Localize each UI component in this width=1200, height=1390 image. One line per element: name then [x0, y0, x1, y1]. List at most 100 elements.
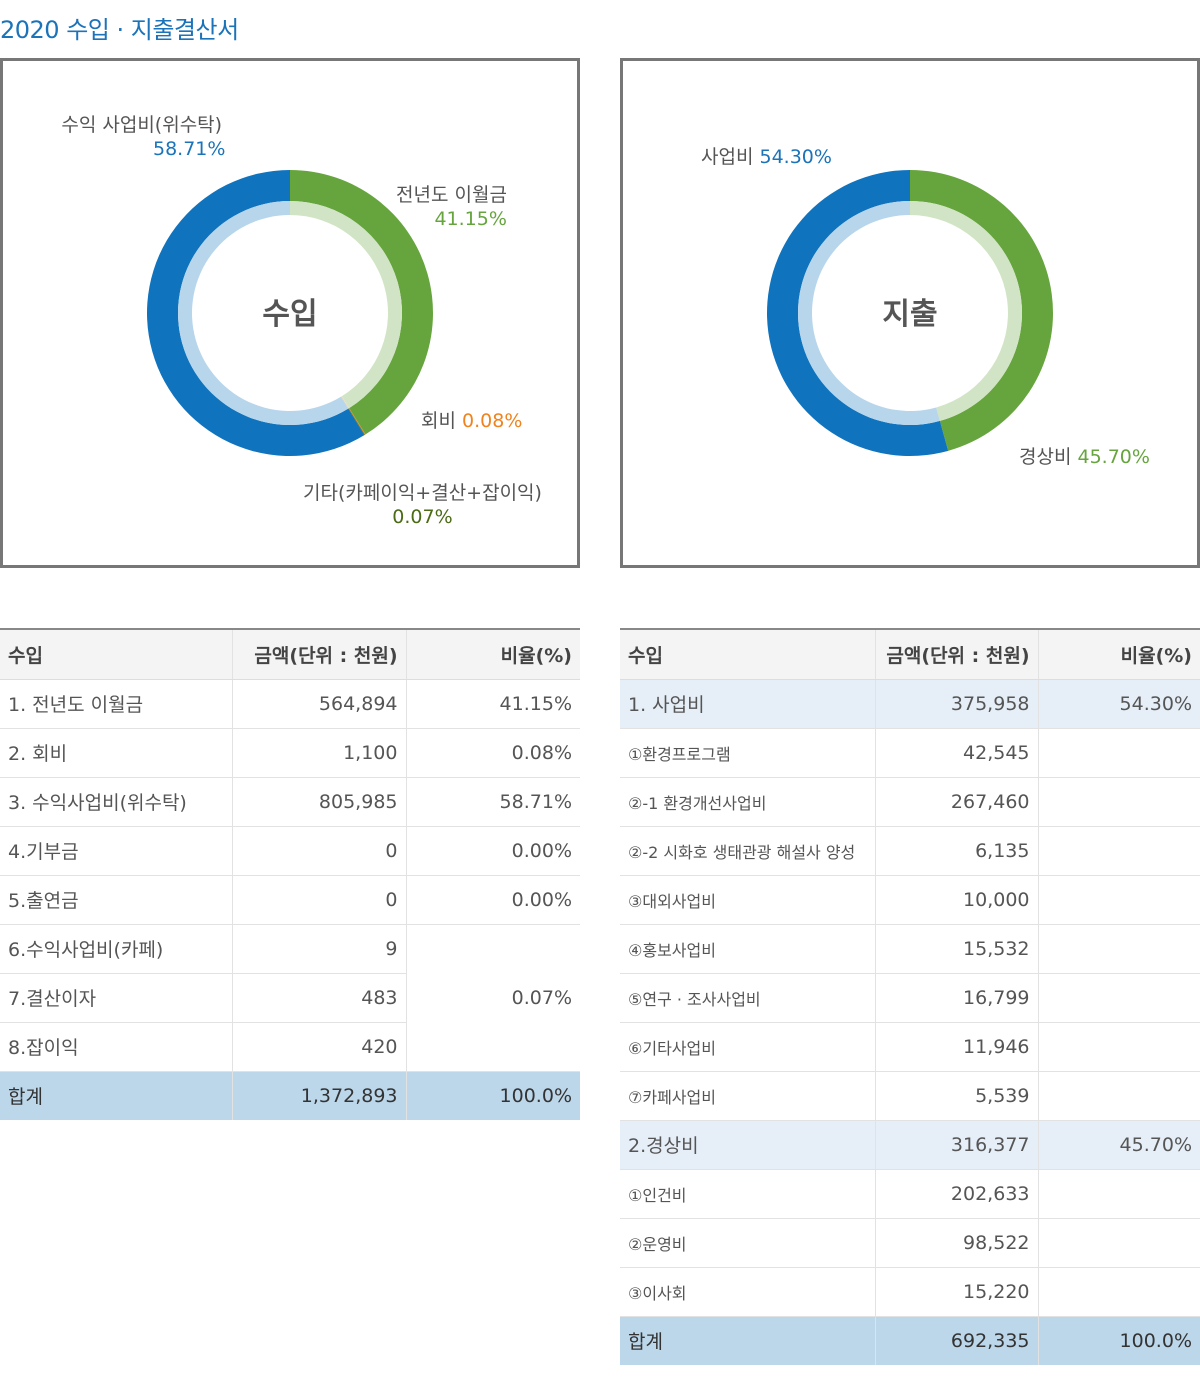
- expense-center-label: 지출: [882, 297, 937, 332]
- column-header: 수입: [620, 628, 875, 680]
- row-amount: 0: [231, 826, 406, 876]
- table-row: 2. 회비 1,100 0.08%: [0, 728, 580, 778]
- row-label: 8.잡이익: [0, 1022, 232, 1072]
- table-row: 5.출연금 0 0.00%: [0, 875, 580, 925]
- row-ratio: [1037, 1218, 1200, 1268]
- row-label: 2. 회비: [0, 728, 232, 778]
- table-row: ③이사회 15,220: [620, 1267, 1200, 1317]
- total-label: 합계: [620, 1316, 875, 1365]
- row-label: ②운영비: [620, 1218, 875, 1268]
- table-header-row: 수입 금액(단위 : 천원) 비율(%): [620, 628, 1200, 680]
- column-header: 금액(단위 : 천원): [231, 628, 406, 680]
- row-label: ①환경프로그램: [620, 728, 875, 778]
- row-ratio: 0.00%: [405, 826, 580, 876]
- row-amount: 11,946: [874, 1022, 1038, 1072]
- expense-slice-inner-0: [910, 201, 1022, 421]
- row-label: ③대외사업비: [620, 875, 875, 925]
- row-ratio: [1037, 1169, 1200, 1219]
- row-label: 2.경상비: [620, 1120, 875, 1170]
- table-row: ①환경프로그램 42,545: [620, 728, 1200, 778]
- row-ratio: [1037, 1022, 1200, 1072]
- table-total-row: 합계 1,372,893 100.0%: [0, 1071, 580, 1120]
- row-ratio: 45.70%: [1037, 1120, 1200, 1170]
- row-label: 3. 수익사업비(위수탁): [0, 777, 232, 827]
- row-amount: 15,532: [874, 924, 1038, 974]
- row-amount: 375,958: [874, 679, 1038, 729]
- income-slice-outer-3: [147, 170, 365, 456]
- total-label: 합계: [0, 1071, 232, 1120]
- income-donut-chart: 수입: [147, 170, 433, 456]
- table-row: ②운영비 98,522: [620, 1218, 1200, 1268]
- row-amount: 10,000: [874, 875, 1038, 925]
- row-label: 7.결산이자: [0, 973, 232, 1023]
- row-amount: 420: [231, 1022, 406, 1072]
- row-label: ③이사회: [620, 1267, 875, 1317]
- table-row: ①인건비 202,633: [620, 1169, 1200, 1219]
- row-label: 1. 전년도 이월금: [0, 679, 232, 729]
- table-row: 3. 수익사업비(위수탁) 805,985 58.71%: [0, 777, 580, 827]
- page-title: 2020 수입 · 지출결산서: [0, 16, 239, 44]
- income-slice-label-carryover: 전년도 이월금 41.15%: [396, 184, 507, 230]
- row-ratio: [1037, 875, 1200, 925]
- income-slice-outer-2: [348, 408, 365, 436]
- row-ratio-merged: 0.07%: [405, 924, 580, 1072]
- row-label: ②-1 환경개선사업비: [620, 777, 875, 827]
- row-ratio: [1037, 777, 1200, 827]
- table-row: 8.잡이익 420: [0, 1022, 580, 1072]
- row-label: ①인건비: [620, 1169, 875, 1219]
- row-amount: 0: [231, 875, 406, 925]
- table-row: ②-1 환경개선사업비 267,460: [620, 777, 1200, 827]
- row-amount: 5,539: [874, 1071, 1038, 1121]
- row-label: ④홍보사업비: [620, 924, 875, 974]
- row-amount: 42,545: [874, 728, 1038, 778]
- row-label: ②-2 시화호 생태관광 해설사 양성: [620, 826, 875, 876]
- table-row: 6.수익사업비(카페) 9 0.07%: [0, 924, 580, 1072]
- table-row: ⑤연구 · 조사사업비 16,799: [620, 973, 1200, 1023]
- row-ratio: 0.08%: [405, 728, 580, 778]
- income-slice-inner-3: [178, 201, 349, 425]
- total-ratio: 100.0%: [1037, 1316, 1200, 1365]
- expense-slice-label-operating: 경상비 45.70%: [1019, 446, 1150, 468]
- table-row: ③대외사업비 10,000: [620, 875, 1200, 925]
- table-row: ②-2 시화호 생태관광 해설사 양성 6,135: [620, 826, 1200, 876]
- row-amount: 9: [231, 924, 406, 974]
- table-header-row: 수입 금액(단위 : 천원) 비율(%): [0, 628, 580, 680]
- row-amount: 98,522: [874, 1218, 1038, 1268]
- income-center-label: 수입: [262, 297, 317, 332]
- row-ratio: [1037, 1071, 1200, 1121]
- row-amount: 483: [231, 973, 406, 1023]
- income-slice-inner-2: [340, 396, 349, 409]
- expense-donut-chart: 지출: [766, 170, 1053, 456]
- row-ratio: [1037, 826, 1200, 876]
- income-slice-inner-0: [290, 201, 403, 409]
- row-amount: 316,377: [874, 1120, 1038, 1170]
- row-amount: 202,633: [874, 1169, 1038, 1219]
- column-header: 비율(%): [1037, 628, 1200, 680]
- row-amount: 16,799: [874, 973, 1038, 1023]
- income-table: 수입 금액(단위 : 천원) 비율(%) 1. 전년도 이월금 564,894 …: [0, 628, 580, 1120]
- row-label: 6.수익사업비(카페): [0, 924, 232, 974]
- row-label: 5.출연금: [0, 875, 232, 925]
- table-row: 7.결산이자 483: [0, 973, 580, 1023]
- income-slice-outer-1: [348, 408, 366, 435]
- expense-chart-panel: 지출 사업비 54.30% 경상비 45.70%: [620, 58, 1200, 568]
- table-row: ⑥기타사업비 11,946: [620, 1022, 1200, 1072]
- income-chart-panel: 수입 수익 사업비(위수탁) 58.71% 전년도 이월금 41.15% 회비 …: [0, 58, 580, 568]
- row-amount: 1,100: [231, 728, 406, 778]
- row-ratio: 58.71%: [405, 777, 580, 827]
- income-slice-label-dues: 회비 0.08%: [421, 410, 523, 432]
- table-category-row: 1. 사업비 375,958 54.30%: [620, 679, 1200, 729]
- row-amount: 805,985: [231, 777, 406, 827]
- row-label: ⑦카페사업비: [620, 1071, 875, 1121]
- expense-slice-label-business: 사업비 54.30%: [701, 146, 832, 168]
- table-total-row: 합계 692,335 100.0%: [620, 1316, 1200, 1365]
- row-label: ⑤연구 · 조사사업비: [620, 973, 875, 1023]
- income-slice-inner-1: [341, 396, 350, 409]
- income-slice-outer-0: [290, 170, 433, 435]
- total-amount: 1,372,893: [231, 1071, 406, 1120]
- row-ratio: 54.30%: [1037, 679, 1200, 729]
- row-amount: 15,220: [874, 1267, 1038, 1317]
- table-category-row: 2.경상비 316,377 45.70%: [620, 1120, 1200, 1170]
- row-ratio: [1037, 728, 1200, 778]
- column-header: 금액(단위 : 천원): [874, 628, 1038, 680]
